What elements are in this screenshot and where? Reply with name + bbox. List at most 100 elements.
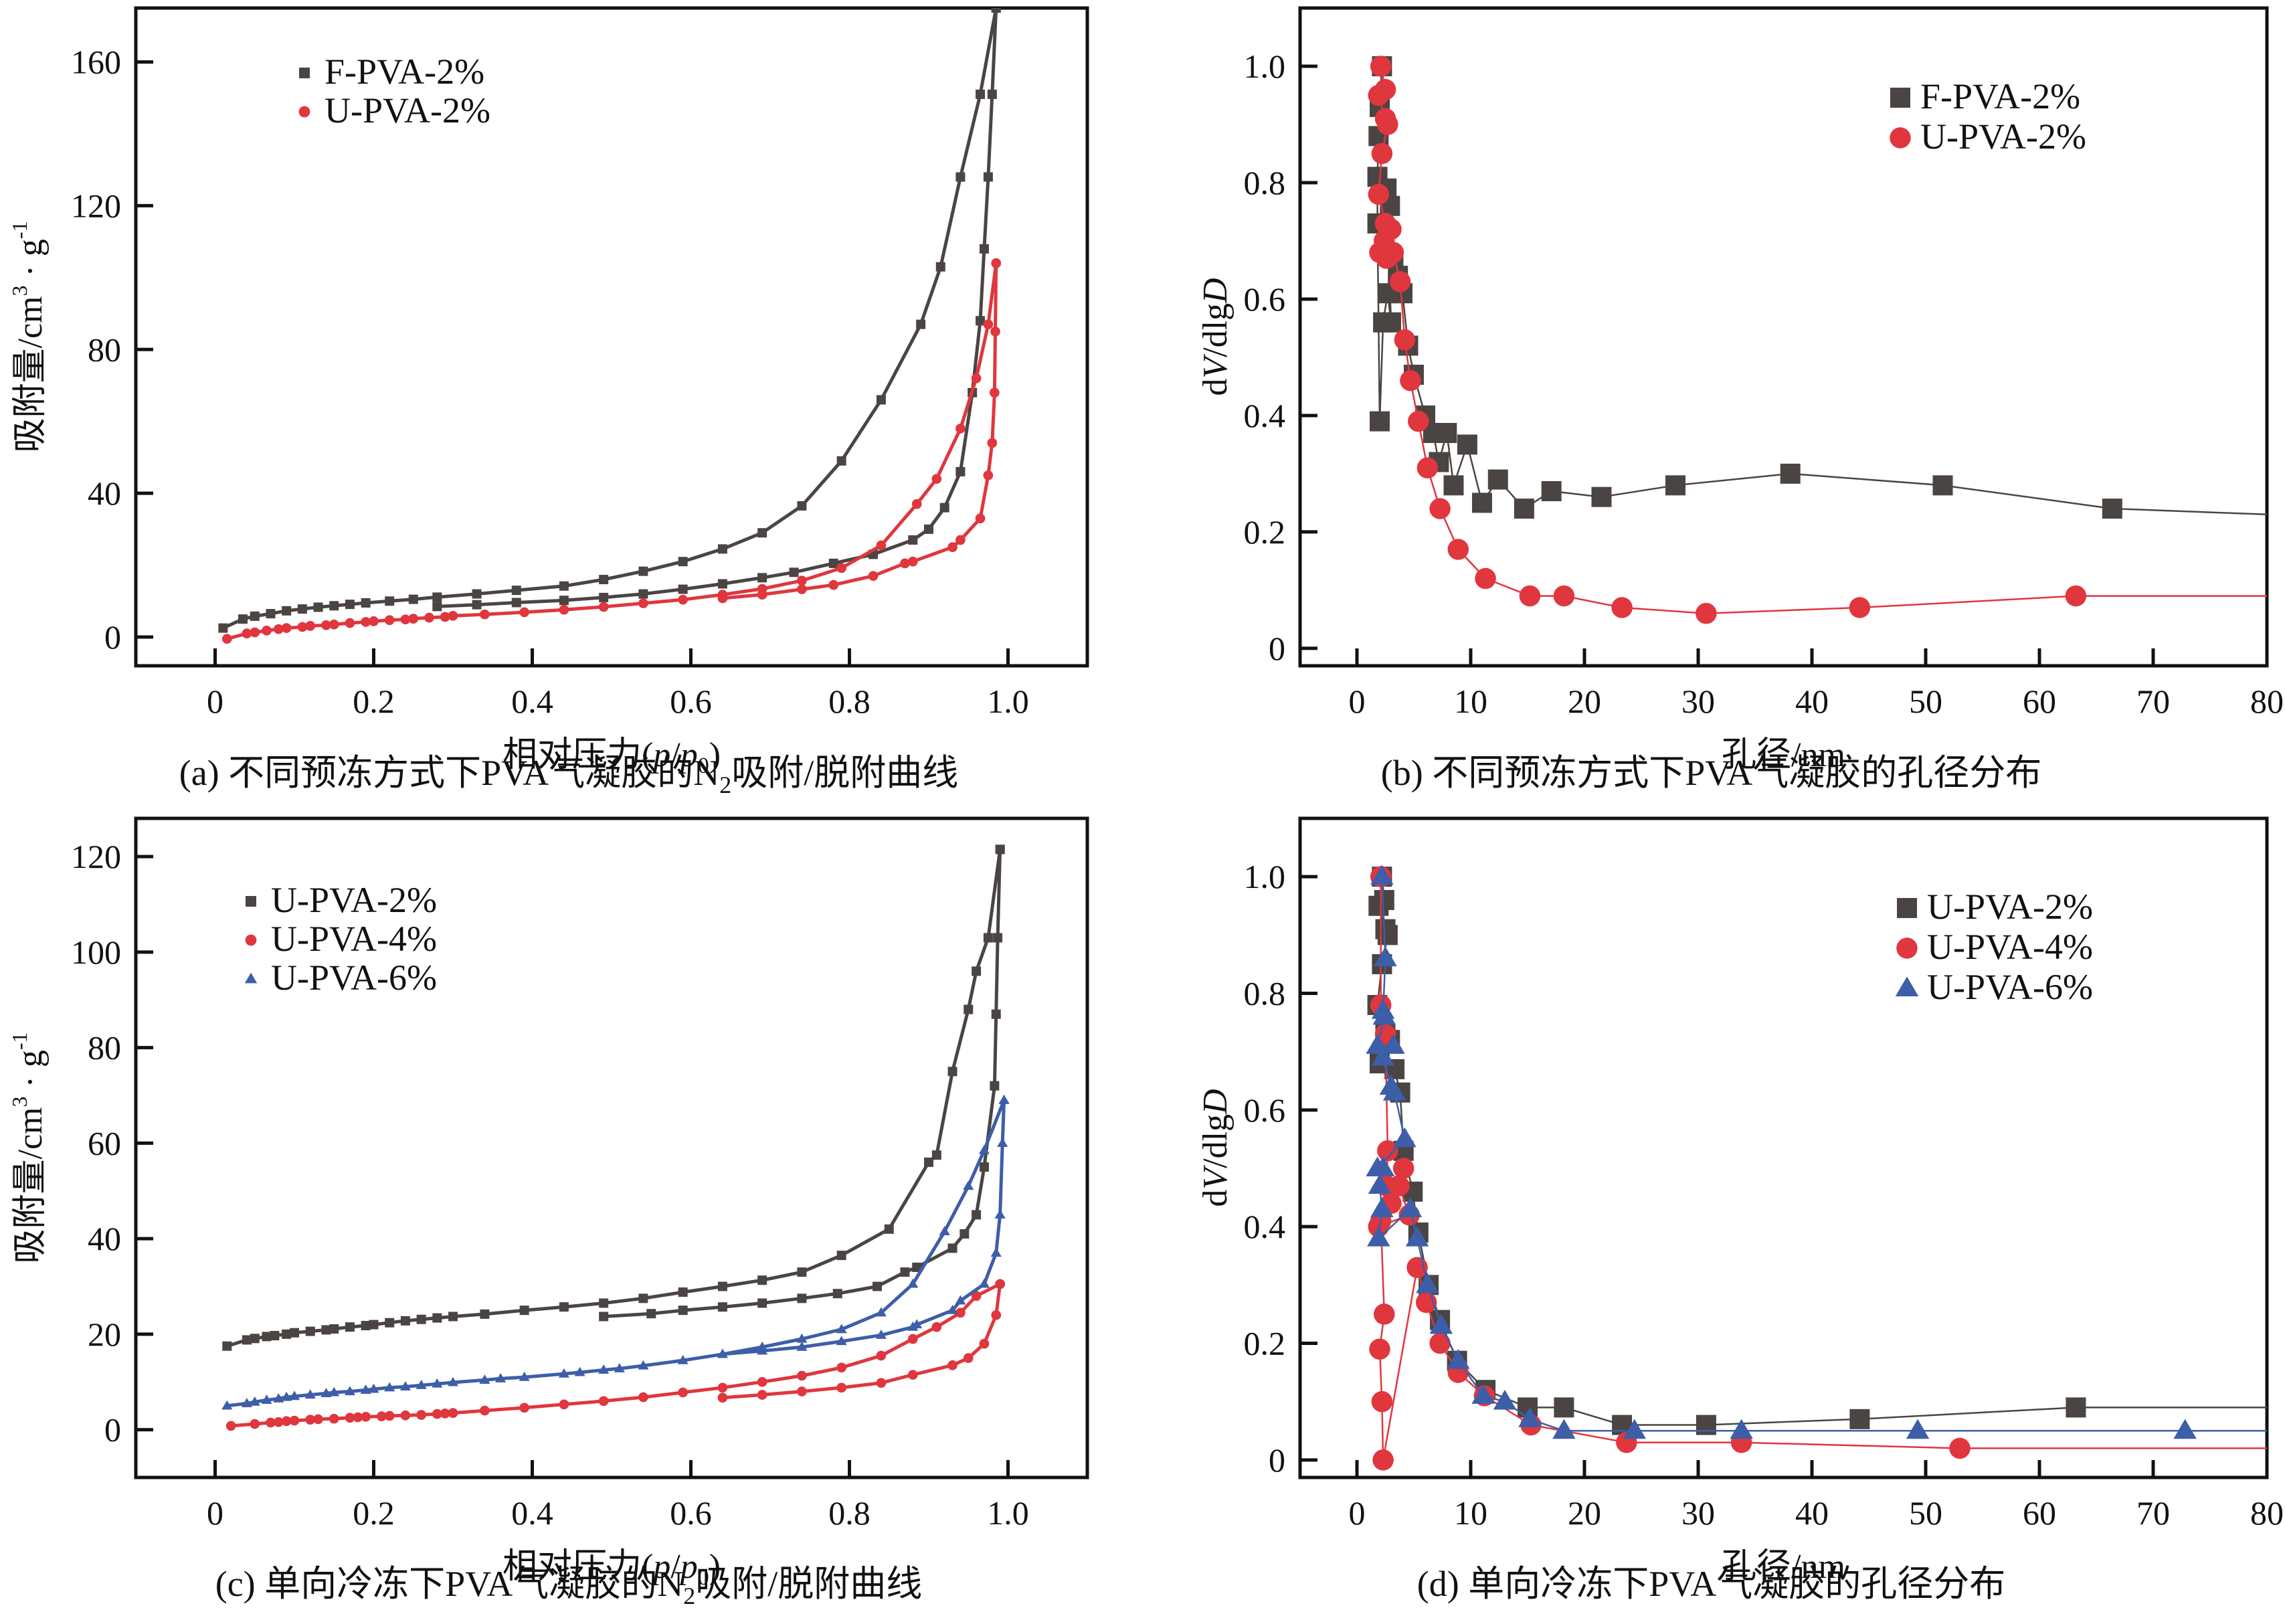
y-tick-label: 0: [1269, 630, 1285, 667]
x-tick-label: 0: [207, 683, 223, 720]
data-point: [757, 1298, 767, 1308]
legend-item: U-PVA-2%: [246, 880, 437, 920]
data-point: [987, 89, 997, 99]
data-point: [440, 1409, 450, 1419]
data-point: [828, 579, 839, 590]
legend-item: U-PVA-6%: [1895, 967, 2093, 1007]
legend-marker: [245, 934, 257, 946]
data-point: [912, 1262, 922, 1272]
data-point: [1371, 1156, 1395, 1176]
data-point: [313, 602, 323, 612]
data-point: [975, 513, 986, 524]
data-point: [1368, 1174, 1392, 1194]
legend-label: F-PVA-2%: [325, 52, 484, 92]
legend-marker: [298, 106, 310, 118]
data-point: [281, 1416, 292, 1427]
data-point: [1371, 143, 1393, 165]
x-tick-label: 60: [2023, 683, 2056, 720]
data-point: [907, 1370, 918, 1380]
desorption-line: [722, 1100, 1006, 1356]
chart-a: 0 0.2 0.4 0.6 0.8 1.0 0 40 80 120 160 相对压力(p/p0) 吸附量…: [7, 6, 1089, 798]
data-point: [983, 933, 993, 943]
y-tick-label: 100: [71, 933, 121, 971]
data-point: [991, 1009, 1001, 1019]
data-point: [1429, 1314, 1453, 1334]
data-point: [971, 373, 982, 383]
y-tick-label: 0.4: [1244, 1208, 1286, 1245]
legend: F-PVA-2%U-PVA-2%: [1890, 76, 2086, 157]
data-point: [432, 592, 442, 602]
data-point: [884, 1224, 894, 1234]
data-point: [997, 1138, 1008, 1147]
data-point: [599, 1298, 609, 1308]
series-u-pva-2-: [221, 258, 1002, 644]
data-point: [297, 622, 308, 632]
legend-marker: [299, 68, 310, 78]
data-point: [757, 1390, 767, 1400]
x-tick-label: 30: [1681, 1494, 1715, 1532]
legend-item: U-PVA-2%: [1890, 116, 2086, 157]
data-point: [717, 544, 727, 554]
data-point: [797, 1267, 807, 1277]
x-axis-title: 孔径/nm: [1722, 1548, 1845, 1586]
data-point: [249, 1396, 260, 1406]
figure-caption: (d) 单向冷冻下PVA气凝胶的孔径分布: [1417, 1564, 2006, 1604]
data-point: [1405, 1226, 1429, 1247]
data-point: [955, 535, 966, 545]
data-point: [2066, 1397, 2086, 1418]
data-point: [678, 584, 688, 594]
data-point: [2102, 499, 2122, 519]
data-point: [448, 610, 458, 621]
x-tick-label: 1.0: [987, 1494, 1029, 1532]
series-line: [1376, 877, 2267, 1432]
data-point: [832, 1289, 842, 1299]
data-point: [976, 89, 986, 99]
data-point: [472, 589, 482, 599]
plot-frame: [1298, 816, 2269, 1479]
data-point: [1554, 1397, 1574, 1418]
data-point: [480, 1405, 490, 1416]
data-point: [875, 1307, 887, 1317]
legend: U-PVA-2%U-PVA-4%U-PVA-6%: [1895, 887, 2093, 1007]
data-point: [876, 395, 886, 405]
data-point: [432, 1378, 443, 1388]
data-point: [797, 584, 807, 594]
data-point: [472, 600, 482, 610]
chart-c: 0 0.2 0.4 0.6 0.8 1.0 0 20 40 60 80 100 120 相对压力(p/p0…: [7, 816, 1089, 1609]
data-point: [638, 1392, 648, 1403]
y-tick-label: 0.8: [1244, 164, 1286, 201]
y-tick-label: 1.0: [1244, 858, 1286, 895]
data-point: [717, 579, 727, 589]
data-point: [345, 618, 355, 628]
data-point: [1368, 84, 1390, 106]
legend-marker: [246, 896, 256, 907]
data-point: [377, 1411, 387, 1421]
x-tick-label: 30: [1681, 683, 1715, 720]
data-point: [416, 1410, 426, 1420]
y-tick-label: 120: [71, 838, 121, 875]
data-point: [599, 592, 609, 602]
data-point: [990, 1247, 1002, 1257]
data-point: [321, 1388, 332, 1397]
data-point: [1394, 329, 1416, 351]
x-tick-label: 0: [1349, 1494, 1366, 1532]
data-point: [1398, 1197, 1423, 1217]
data-point: [2173, 1419, 2197, 1439]
data-point: [828, 558, 838, 568]
data-point: [876, 1350, 887, 1361]
y-tick-label: 160: [71, 43, 121, 81]
series-u-pva-4-: [1368, 866, 2267, 1471]
legend-label: U-PVA-4%: [1927, 927, 2093, 967]
y-tick-label: 0: [104, 618, 121, 656]
y-tick-label: 1.0: [1244, 48, 1286, 85]
x-tick-label: 40: [1795, 683, 1829, 720]
data-point: [991, 1310, 1002, 1320]
data-point: [305, 1415, 316, 1425]
data-point: [1591, 486, 1612, 507]
data-point: [983, 470, 994, 480]
data-point: [1849, 1409, 1870, 1429]
data-point: [270, 1331, 280, 1341]
data-point: [242, 1335, 252, 1345]
data-point: [1437, 423, 1457, 444]
data-point: [757, 1345, 768, 1355]
